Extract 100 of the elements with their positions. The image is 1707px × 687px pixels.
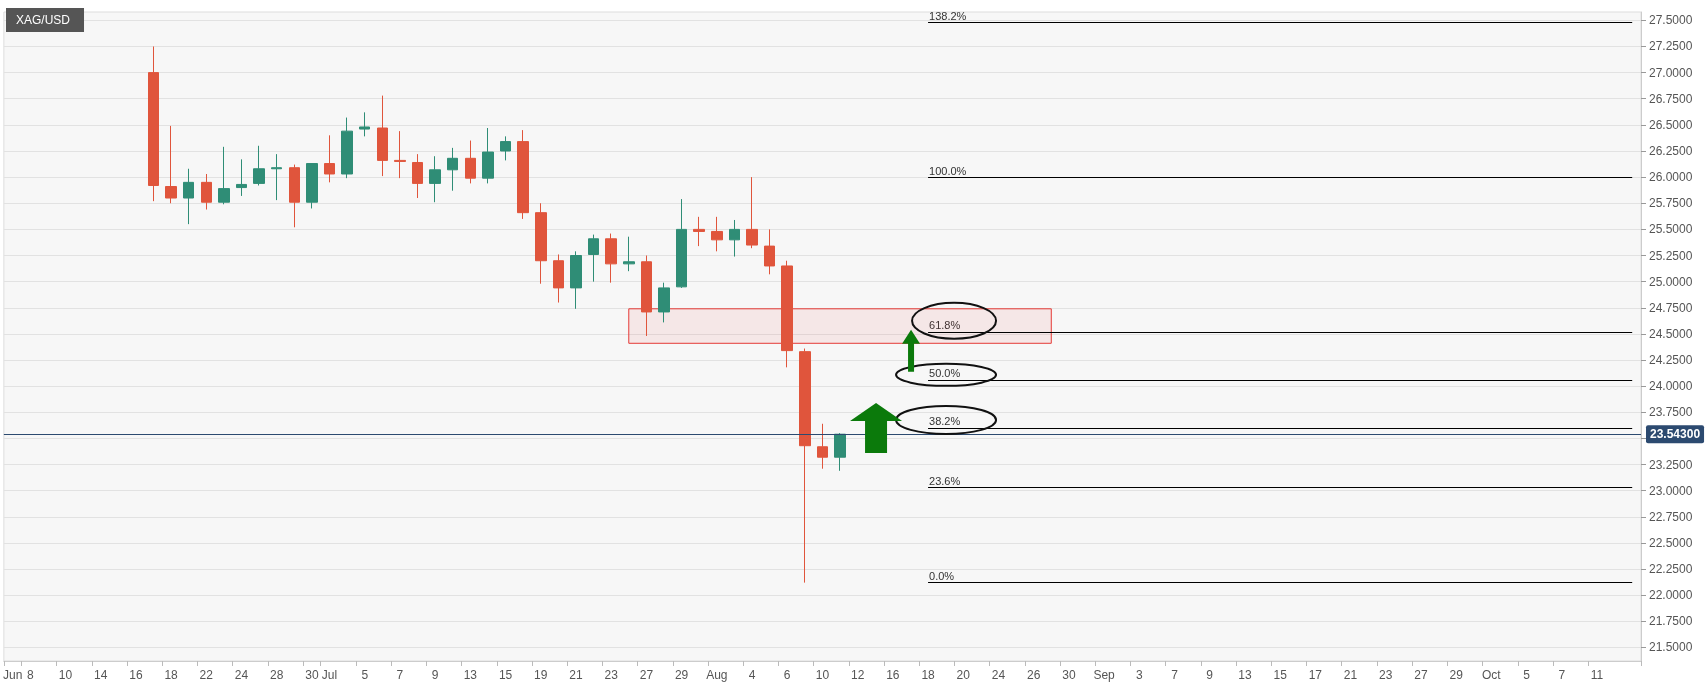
- y-tick-label: 22.7500: [1649, 509, 1693, 524]
- x-tick-label: 28: [270, 668, 284, 682]
- x-tick-label: 22: [199, 668, 214, 682]
- y-tick-label: 25.0000: [1649, 274, 1693, 289]
- y-tick-label: 26.5000: [1649, 117, 1693, 132]
- x-tick-label: 13: [463, 668, 478, 682]
- x-tick-label: 15: [498, 668, 513, 682]
- candlestick: [253, 145, 265, 186]
- candlestick: [834, 432, 846, 472]
- x-tick-label: 15: [1273, 668, 1288, 682]
- y-tick-label: 23.2500: [1649, 457, 1693, 472]
- x-tick-label: 14: [93, 668, 108, 682]
- annotation: 0.0%: [929, 570, 955, 583]
- candlestick: [148, 45, 159, 202]
- candlestick: [429, 155, 441, 203]
- candlestick: [588, 234, 599, 283]
- x-tick-label: 12: [850, 668, 865, 682]
- candlestick: [729, 219, 740, 258]
- x-tick-label: 5: [1523, 668, 1531, 682]
- annotation: 23.6%: [929, 475, 961, 488]
- y-tick-label: 26.0000: [1649, 170, 1693, 185]
- y-tick-label: 22.2500: [1649, 562, 1693, 577]
- y-tick-label: 21.7500: [1649, 614, 1693, 629]
- y-tick-label: 24.7500: [1649, 300, 1693, 315]
- x-tick-label: 10: [58, 668, 73, 682]
- candlestick: [165, 125, 177, 204]
- x-tick-label: 27: [639, 668, 654, 682]
- candlestick: [306, 163, 318, 209]
- x-tick-label: 3: [1135, 668, 1143, 682]
- candlestick: [605, 233, 617, 284]
- candlestick: [447, 147, 458, 192]
- candlestick: [218, 146, 230, 205]
- x-tick-label: 16: [129, 668, 143, 682]
- x-tick-label: 17: [1308, 668, 1323, 682]
- x-tick-label: 18: [921, 668, 936, 682]
- x-tick-label: 19: [534, 668, 548, 682]
- candlestick: [553, 253, 564, 304]
- candlestick: [746, 176, 758, 249]
- y-tick-label: 24.2500: [1649, 353, 1693, 368]
- candlestick: [711, 216, 723, 252]
- x-tick-label: 5: [361, 668, 369, 682]
- candlestick: [412, 153, 423, 199]
- x-tick-label: 6: [783, 668, 791, 682]
- candlestick: [817, 423, 828, 470]
- candlestick: [394, 130, 406, 179]
- candlestick: [764, 228, 775, 275]
- x-tick-label: 23: [1379, 668, 1393, 682]
- x-tick-label: 18: [164, 668, 179, 682]
- x-tick-label: 21: [569, 668, 583, 682]
- annotation: 50.0%: [929, 367, 961, 380]
- y-tick-label: 25.2500: [1649, 248, 1693, 263]
- y-tick-label: 26.2500: [1649, 144, 1693, 158]
- candlestick: [570, 250, 582, 310]
- x-tick-label: 21: [1343, 668, 1358, 682]
- x-tick-label: 24: [991, 668, 1006, 682]
- x-tick-label: 4: [748, 668, 756, 682]
- candlestick: [693, 216, 705, 247]
- x-tick-label: 7: [396, 668, 404, 682]
- x-tick-label: 30: [305, 668, 319, 682]
- y-tick-label: 24.0000: [1649, 379, 1693, 394]
- candlestick: [658, 282, 670, 323]
- x-tick-label: Jun: [2, 668, 23, 682]
- y-tick-label: 26.7500: [1649, 91, 1693, 106]
- candlestick: [799, 348, 811, 584]
- x-tick-label: Oct: [1482, 668, 1502, 682]
- x-tick-label: Jul: [321, 668, 338, 682]
- x-tick-label: 8: [26, 668, 34, 682]
- candlestick: [183, 168, 194, 225]
- y-tick-label: 27.0000: [1649, 65, 1693, 80]
- y-tick-label: 27.2500: [1649, 39, 1693, 54]
- x-tick-label: 20: [956, 668, 971, 682]
- x-tick-label: 23: [604, 668, 619, 682]
- candlestick: [359, 111, 370, 137]
- y-tick-label: 25.7500: [1649, 196, 1693, 211]
- candlestick: [271, 153, 282, 201]
- candlestick: [236, 158, 247, 197]
- x-tick-label: 11: [1590, 668, 1604, 682]
- candlestick: [781, 260, 793, 368]
- candlestick: [482, 127, 494, 184]
- annotation: 61.8%: [929, 319, 961, 332]
- candlestick: [324, 134, 335, 183]
- y-tick-label: 23.7500: [1649, 405, 1693, 420]
- candlestick: [500, 135, 511, 161]
- candlestick: [341, 117, 353, 179]
- candlestick: [465, 140, 476, 184]
- candlestick: [641, 255, 652, 337]
- y-tick-label: 21.5000: [1649, 640, 1693, 655]
- x-tick-label: 7: [1558, 668, 1566, 682]
- x-tick-label: 29: [1449, 668, 1464, 682]
- x-tick-label: 10: [815, 668, 830, 682]
- y-tick-label: 23.0000: [1649, 483, 1693, 498]
- x-tick-label: Aug: [706, 668, 728, 682]
- candlestick: [289, 164, 300, 228]
- chart-title: XAG/USD: [16, 13, 71, 27]
- candlestick: [535, 202, 547, 285]
- x-tick-label: 24: [234, 668, 249, 682]
- x-tick-label: 9: [431, 668, 439, 682]
- candlestick: [517, 129, 529, 220]
- candlestick: [201, 173, 212, 211]
- x-tick-label: 30: [1062, 668, 1076, 682]
